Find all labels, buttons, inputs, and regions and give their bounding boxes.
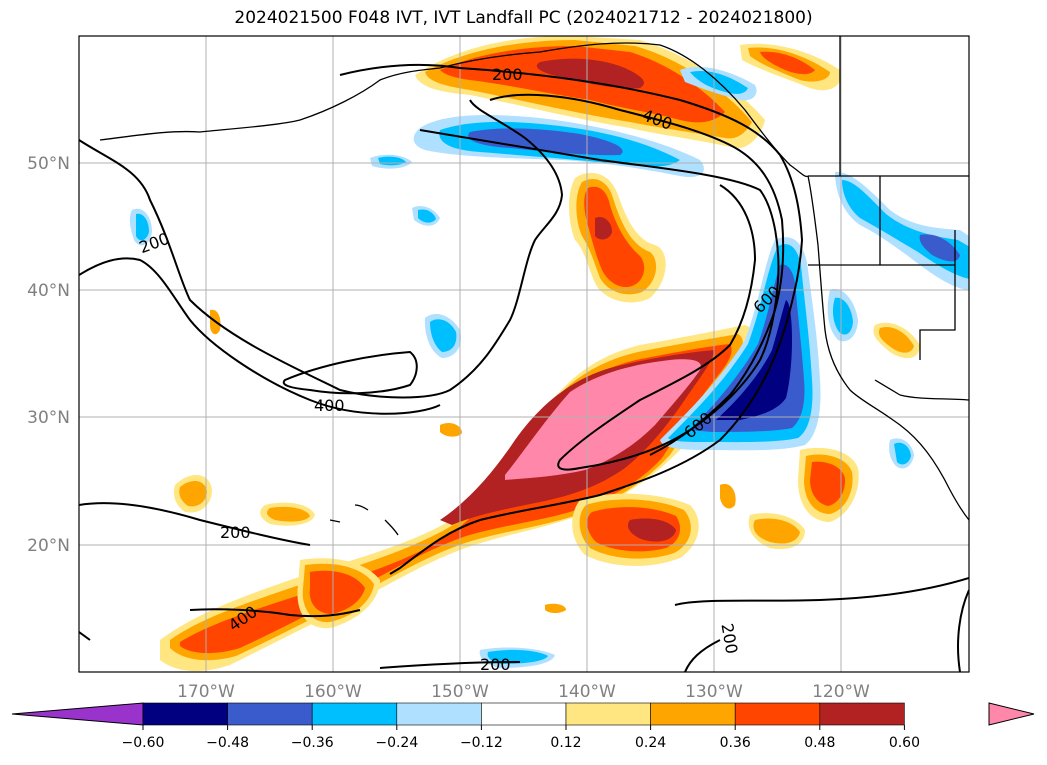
colorbar-cell [396,702,482,726]
coastlines [99,36,969,536]
lon-label: 150°W [431,682,489,702]
colorbar-tick-label: −0.36 [291,735,334,751]
colorbar-tick-label: −0.24 [375,735,418,751]
colorbar-tick-label: −0.60 [122,735,165,751]
colorbar-extend-max [988,702,1035,726]
colorbar-cell [142,702,228,726]
lon-label: 130°W [685,682,743,702]
colorbar-cell [227,702,313,726]
contour-label: 200 [492,65,523,84]
plot-area: 200 400 200 400 600 600 200 400 200 200 [79,36,969,674]
lat-label: 30°N [27,408,70,428]
colorbar-cell [734,702,821,726]
lon-label: 170°W [177,682,235,702]
map-title: 2024021500 F048 IVT, IVT Landfall PC (20… [234,8,813,28]
lon-label: 120°W [812,682,870,702]
latitude-labels: 50°N 40°N 30°N 20°N [27,154,70,556]
longitude-labels: 170°W 160°W 150°W 140°W 130°W 120°W [177,682,870,702]
colorbar-cell [311,702,398,726]
colorbar-tick-label: 0.12 [550,735,581,751]
colorbar-tick-label: 0.24 [635,735,666,751]
colorbar-tick-label: −0.48 [206,735,249,751]
colorbar-cell [650,702,736,726]
colorbar-tick-label: 0.60 [889,735,920,751]
colorbar-cell [819,702,905,726]
plot-frame [78,35,970,673]
lat-label: 50°N [27,154,70,174]
colorbar-tick-label: −0.12 [460,735,503,751]
lat-label: 20°N [27,536,70,556]
colorbar-cell [565,702,651,726]
contour-label: 200 [220,523,251,542]
colorbar-cell [481,702,567,726]
colorbar-extend-min [11,702,144,726]
colorbar: −0.60 −0.48 −0.36 −0.24 −0.12 0.12 0.24 0.36 0.4… [11,702,1035,751]
colorbar-tick-label: 0.36 [720,735,751,751]
lat-label: 40°N [27,281,70,301]
contour-label: 400 [314,396,345,415]
lon-label: 160°W [304,682,362,702]
contour-label: 200 [480,655,511,674]
ivt-contours [79,63,969,672]
graticule [79,36,969,672]
colorbar-tick-label: 0.48 [804,735,835,751]
lon-label: 140°W [558,682,616,702]
